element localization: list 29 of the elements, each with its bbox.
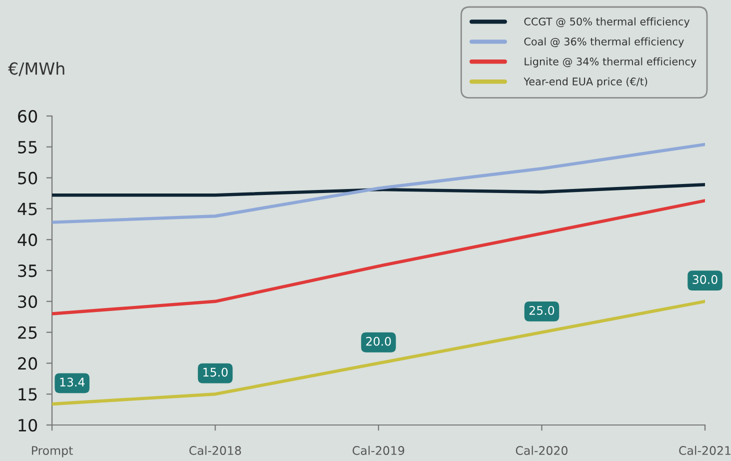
- legend-label: Coal @ 36% thermal efficiency: [524, 37, 684, 48]
- y-tick-label: 10: [18, 418, 38, 432]
- y-tick-label: 30: [18, 295, 38, 308]
- y-tick-label: 40: [18, 234, 38, 246]
- data-label: 15.0: [203, 368, 228, 377]
- y-tick-label: 60: [18, 110, 38, 123]
- data-label: 30.0: [692, 275, 718, 284]
- line-series: [52, 300, 705, 406]
- y-tick-label: 35: [18, 264, 37, 278]
- y-tick-label: 25: [18, 326, 37, 339]
- x-tick-label: Cal-2018: [189, 446, 241, 455]
- y-axis-title: €/MWh: [8, 62, 64, 76]
- y-tick-label: 15: [18, 388, 37, 401]
- data-label: 20.0: [366, 336, 391, 346]
- y-tick-label: 55: [18, 141, 37, 154]
- data-label: 25.0: [529, 306, 554, 315]
- y-tick-label: 45: [18, 202, 37, 216]
- line-series: [52, 183, 705, 197]
- y-tick-label: 50: [18, 172, 38, 184]
- x-tick-label: Prompt: [32, 446, 73, 458]
- line-series: [52, 142, 705, 224]
- legend-label: CCGT @ 50% thermal efficiency: [524, 17, 690, 28]
- y-tick-label: 20: [18, 357, 38, 370]
- x-tick-label: Cal-2020: [516, 446, 568, 455]
- legend-label: Lignite @ 34% thermal efficiency: [524, 57, 696, 68]
- x-tick-label: Cal-2019: [352, 446, 404, 455]
- x-tick-label: Cal-2021: [679, 446, 730, 455]
- legend-label: Year-end EUA price (€/t): [524, 77, 648, 88]
- data-label: 13.4: [60, 378, 85, 387]
